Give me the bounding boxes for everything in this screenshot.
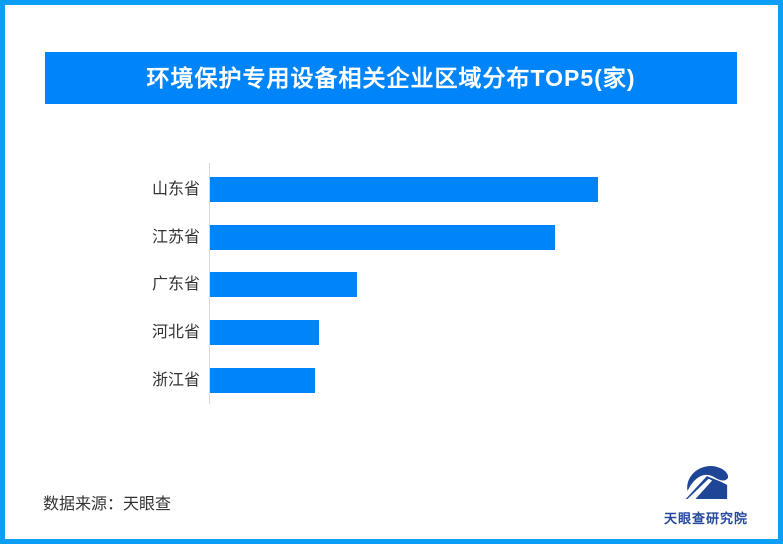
bar-3 — [210, 272, 357, 297]
category-label: 广东省 — [151, 276, 200, 293]
category-label: 浙江省 — [151, 372, 200, 389]
category-label: 河北省 — [151, 324, 200, 341]
bar-1 — [210, 177, 598, 202]
category-label: 江苏省 — [151, 229, 200, 246]
bar-row: 浙江省 — [5, 368, 745, 393]
bar-row: 河北省 — [5, 320, 745, 345]
tianyancha-logo-text: 天眼查研究院 — [663, 511, 748, 526]
chart-title-banner: 环境保护专用设备相关企业区域分布TOP5(家) — [45, 52, 737, 104]
data-source-note: 数据来源：天眼查 — [43, 496, 172, 513]
bar-4 — [210, 320, 319, 345]
tianyancha-logo: 天眼查研究院 — [651, 462, 761, 527]
bar-2 — [210, 225, 555, 250]
bar-5 — [210, 368, 315, 393]
tianyancha-logo-icon — [685, 466, 729, 499]
y-axis-line — [209, 163, 210, 404]
bar-row: 江苏省 — [5, 225, 745, 250]
chart-title: 环境保护专用设备相关企业区域分布TOP5(家) — [146, 65, 636, 91]
bar-row: 山东省 — [5, 177, 745, 202]
category-label: 山东省 — [151, 181, 200, 198]
bar-row: 广东省 — [5, 272, 745, 297]
bar-chart: 山东省江苏省广东省河北省浙江省 — [5, 5, 778, 539]
